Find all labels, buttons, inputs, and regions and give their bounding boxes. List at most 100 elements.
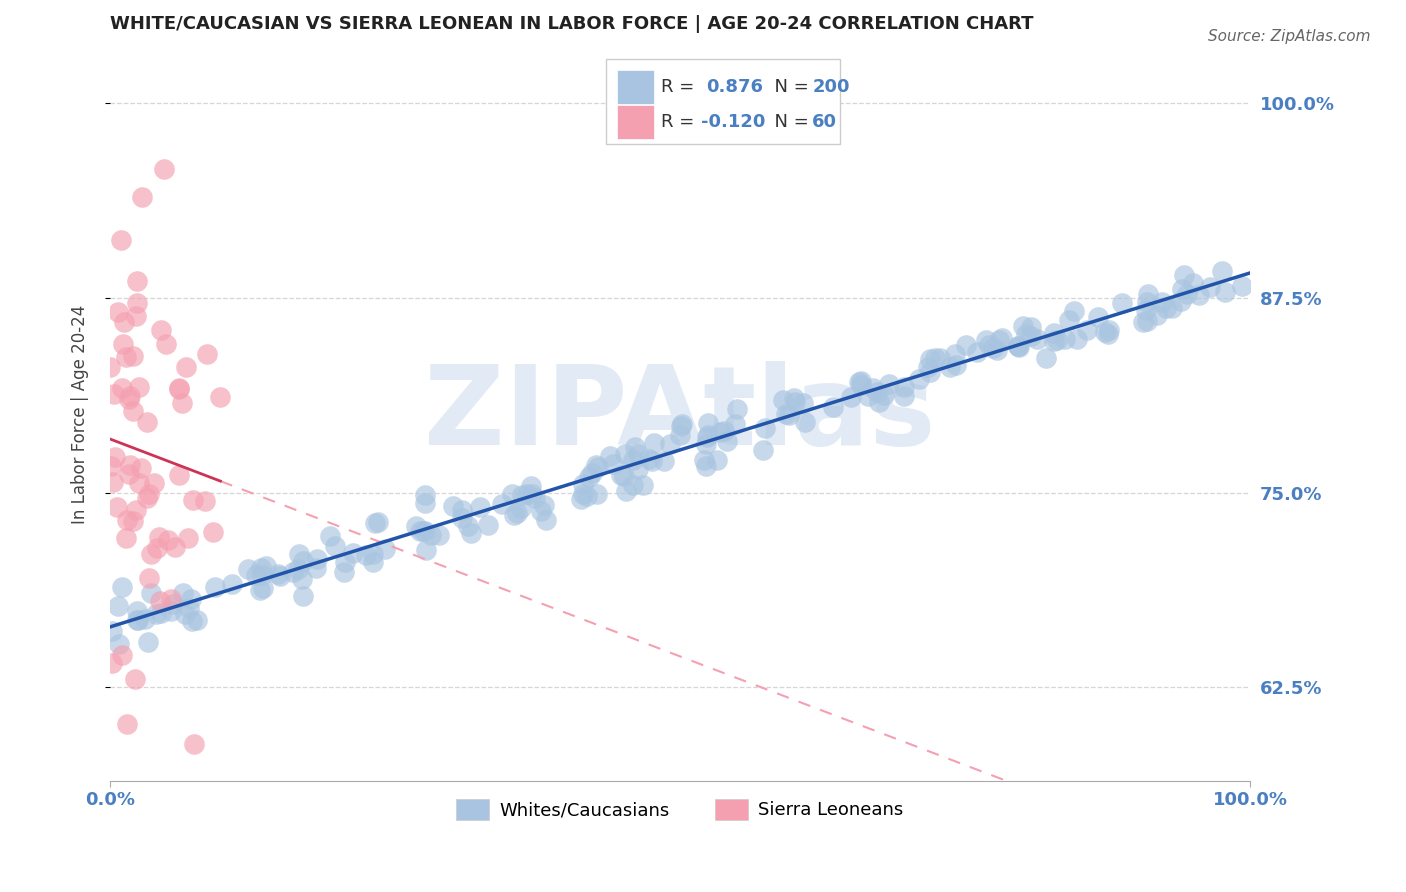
Text: -0.120: -0.120	[700, 112, 765, 131]
Point	[523, 491, 546, 505]
Point	[157, 533, 180, 547]
Point	[122, 515, 145, 529]
Point	[204, 580, 226, 594]
Point	[105, 500, 128, 515]
Point	[477, 517, 499, 532]
Point	[174, 360, 197, 375]
Point	[1199, 280, 1222, 294]
Point	[162, 597, 184, 611]
Point	[138, 635, 160, 649]
Point	[155, 337, 177, 351]
Point	[575, 489, 598, 503]
Point	[1137, 286, 1160, 301]
Point	[503, 508, 526, 522]
Point	[627, 462, 650, 476]
Point	[1059, 312, 1081, 326]
Point	[221, 577, 243, 591]
Point	[129, 460, 152, 475]
Point	[1019, 329, 1042, 343]
Point	[586, 487, 609, 501]
Point	[167, 381, 190, 395]
Point	[772, 393, 794, 408]
Point	[150, 607, 173, 621]
Point	[335, 555, 357, 569]
Point	[468, 500, 491, 514]
Point	[127, 604, 149, 618]
Point	[839, 390, 862, 404]
Point	[621, 453, 644, 467]
Point	[127, 296, 149, 310]
Point	[610, 467, 633, 482]
Point	[943, 347, 966, 361]
Point	[1177, 287, 1199, 301]
Point	[1150, 295, 1173, 310]
Point	[134, 612, 156, 626]
Point	[1211, 264, 1233, 278]
Point	[291, 554, 314, 568]
Point	[783, 394, 806, 409]
Point	[506, 506, 529, 520]
Point	[420, 528, 443, 542]
Point	[641, 454, 664, 468]
Point	[1171, 282, 1194, 296]
Point	[491, 497, 513, 511]
Point	[194, 493, 217, 508]
Point	[1135, 303, 1157, 318]
Point	[125, 613, 148, 627]
Text: ZIPAtlas: ZIPAtlas	[425, 361, 936, 468]
Point	[104, 450, 127, 465]
Point	[101, 475, 124, 490]
Point	[924, 351, 946, 365]
Point	[115, 350, 138, 364]
Point	[918, 365, 941, 379]
Point	[98, 360, 121, 375]
Point	[1173, 268, 1195, 282]
Text: N =: N =	[763, 78, 814, 96]
Point	[292, 589, 315, 603]
Point	[120, 389, 142, 403]
Point	[602, 457, 624, 471]
Point	[115, 531, 138, 545]
Point	[323, 539, 346, 553]
Point	[135, 415, 157, 429]
Point	[724, 417, 747, 431]
FancyBboxPatch shape	[617, 70, 654, 104]
Point	[209, 390, 232, 404]
Point	[530, 504, 553, 518]
Point	[920, 351, 942, 366]
Point	[128, 475, 150, 490]
Point	[754, 421, 776, 435]
Point	[1213, 285, 1236, 299]
Point	[851, 378, 873, 392]
Point	[1230, 278, 1253, 293]
Point	[877, 377, 900, 392]
Point	[1043, 334, 1066, 348]
Point	[160, 592, 183, 607]
Point	[118, 458, 141, 472]
Point	[775, 408, 797, 422]
Point	[520, 479, 543, 493]
Point	[1098, 323, 1121, 337]
Point	[111, 336, 134, 351]
Point	[1007, 339, 1029, 353]
Point	[1160, 301, 1182, 316]
Point	[138, 487, 160, 501]
Point	[100, 459, 122, 474]
Point	[1043, 326, 1066, 340]
Point	[1135, 314, 1157, 328]
Point	[195, 347, 218, 361]
Point	[516, 486, 538, 500]
Point	[249, 582, 271, 597]
Point	[252, 581, 274, 595]
Point	[1076, 323, 1098, 337]
Text: R =: R =	[661, 112, 700, 131]
Point	[1182, 276, 1205, 290]
Point	[127, 613, 149, 627]
Point	[633, 477, 655, 491]
Point	[146, 541, 169, 555]
Legend: Whites/Caucasians, Sierra Leoneans: Whites/Caucasians, Sierra Leoneans	[449, 791, 911, 827]
Point	[332, 565, 354, 579]
Point	[152, 161, 174, 176]
Point	[752, 442, 775, 457]
Point	[939, 359, 962, 374]
